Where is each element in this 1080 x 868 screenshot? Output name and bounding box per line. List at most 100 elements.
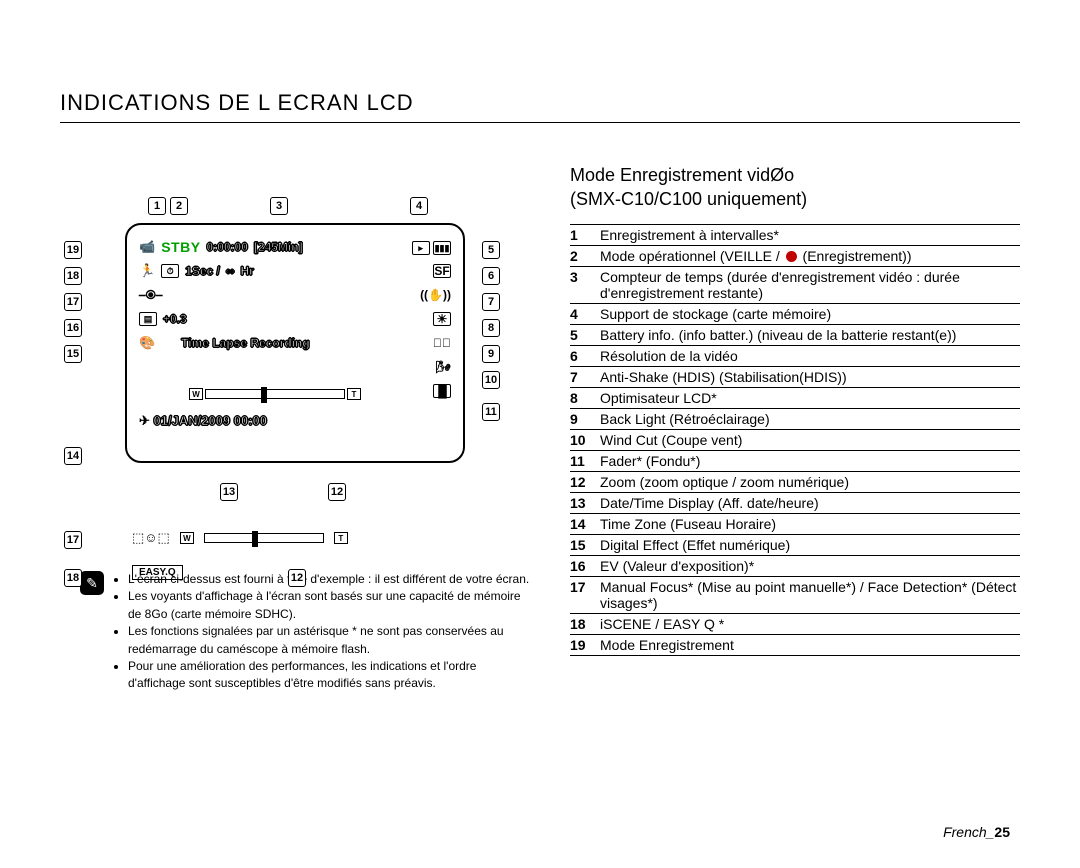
page-title: INDICATIONS DE L ECRAN LCD bbox=[60, 90, 1020, 123]
callout-12: 12 bbox=[328, 483, 346, 501]
legend-num: 6 bbox=[570, 348, 600, 364]
zoom-bar bbox=[205, 389, 345, 399]
zoom-t-2: T bbox=[334, 532, 348, 544]
fader-icon: ▐▌ bbox=[433, 384, 451, 398]
legend-column: Mode Enregistrement vidØo (SMX-C10/C100 … bbox=[570, 163, 1020, 693]
note-icon: ✎ bbox=[80, 571, 104, 595]
legend-text: Mode opérationnel (VEILLE / (Enregistrem… bbox=[600, 248, 1020, 264]
legend-num: 12 bbox=[570, 474, 600, 490]
note-item: Les fonctions signalées par un astérisqu… bbox=[128, 623, 530, 658]
hdis-icon: ((✋)) bbox=[420, 288, 451, 302]
legend-num: 16 bbox=[570, 558, 600, 574]
callout-11: 11 bbox=[482, 403, 500, 421]
legend-num: 10 bbox=[570, 432, 600, 448]
callout-19: 19 bbox=[64, 241, 82, 259]
page-number: French_25 bbox=[943, 824, 1010, 840]
note-item: Les voyants d'affichage à l'écran sont b… bbox=[128, 588, 530, 623]
callout-14: 14 bbox=[64, 447, 82, 465]
timelapse-label: Time Lapse Recording bbox=[181, 336, 309, 350]
legend-item: 16EV (Valeur d'exposition)* bbox=[570, 556, 1020, 577]
legend-item: 1Enregistrement à intervalles* bbox=[570, 225, 1020, 246]
notes-block: ✎ L'écran ci-dessus est fourni à titre d… bbox=[80, 571, 530, 693]
callout-7: 7 bbox=[482, 293, 500, 311]
legend-num: 14 bbox=[570, 516, 600, 532]
stby-label: STBY bbox=[161, 239, 200, 255]
callout-5: 5 bbox=[482, 241, 500, 259]
callout-4: 4 bbox=[410, 197, 428, 215]
legend-text: iSCENE / EASY Q * bbox=[600, 616, 1020, 632]
legend-num: 4 bbox=[570, 306, 600, 322]
legend-text: Manual Focus* (Mise au point manuelle*) … bbox=[600, 579, 1020, 611]
legend-num: 19 bbox=[570, 637, 600, 653]
timezone-icon: ✈ bbox=[139, 413, 150, 429]
subhead-line2: (SMX-C10/C100 uniquement) bbox=[570, 189, 807, 209]
legend-num: 15 bbox=[570, 537, 600, 553]
remain-time: [245Min] bbox=[254, 240, 303, 254]
legend-item: 13Date/Time Display (Aff. date/heure) bbox=[570, 493, 1020, 514]
legend-text: Optimisateur LCD* bbox=[600, 390, 1020, 406]
zoom-bar-2 bbox=[204, 533, 324, 543]
legend-item: 12Zoom (zoom optique / zoom numérique) bbox=[570, 472, 1020, 493]
zoom-t: T bbox=[347, 388, 361, 400]
easyq-label: EASY.Q bbox=[132, 565, 183, 580]
legend-item: 5Battery info. (info batter.) (niveau de… bbox=[570, 325, 1020, 346]
legend-text: Résolution de la vidéo bbox=[600, 348, 1020, 364]
legend-text: Support de stockage (carte mémoire) bbox=[600, 306, 1020, 322]
legend-num: 1 bbox=[570, 227, 600, 243]
legend-text: Time Zone (Fuseau Horaire) bbox=[600, 516, 1020, 532]
legend-text: Back Light (Rétroéclairage) bbox=[600, 411, 1020, 427]
legend-num: 18 bbox=[570, 616, 600, 632]
callout-18: 18 bbox=[64, 267, 82, 285]
notes-list: L'écran ci-dessus est fourni à titre d'e… bbox=[114, 571, 530, 693]
legend-list: 1Enregistrement à intervalles* 2Mode opér… bbox=[570, 225, 1020, 656]
legend-item: 3Compteur de temps (durée d'enregistreme… bbox=[570, 267, 1020, 304]
legend-num: 11 bbox=[570, 453, 600, 469]
effect-icon: 🎨 bbox=[139, 335, 155, 351]
note-item: Pour une amélioration des performances, … bbox=[128, 658, 530, 693]
legend-num: 2 bbox=[570, 248, 600, 264]
callout-2: 2 bbox=[170, 197, 188, 215]
legend-text: Compteur de temps (durée d'enregistremen… bbox=[600, 269, 1020, 301]
legend-item: 18iSCENE / EASY Q * bbox=[570, 614, 1020, 635]
ev-value: +0.3 bbox=[163, 312, 187, 326]
legend-num: 3 bbox=[570, 269, 600, 285]
callout-16: 16 bbox=[64, 319, 82, 337]
infinity-icon: ∞ bbox=[226, 264, 235, 278]
legend-item: 4Support de stockage (carte mémoire) bbox=[570, 304, 1020, 325]
callout-6: 6 bbox=[482, 267, 500, 285]
legend-num: 9 bbox=[570, 411, 600, 427]
legend-text: Mode Enregistrement bbox=[600, 637, 1020, 653]
resolution-icon: SF bbox=[433, 264, 451, 278]
card-icon: ▸ bbox=[412, 241, 430, 255]
windcut-icon: 🌬 bbox=[436, 360, 451, 374]
callout-10: 10 bbox=[482, 371, 500, 389]
focus-icon: ⎯⦿⎯ bbox=[139, 287, 162, 303]
zoom-w-2: W bbox=[180, 532, 194, 544]
legend-item: 9Back Light (Rétroéclairage) bbox=[570, 409, 1020, 430]
legend-text: EV (Valeur d'exposition)* bbox=[600, 558, 1020, 574]
legend-item: 7Anti-Shake (HDIS) (Stabilisation(HDIS)) bbox=[570, 367, 1020, 388]
legend-text: Battery info. (info batter.) (niveau de … bbox=[600, 327, 1020, 343]
camcorder-icon: 📹 bbox=[139, 239, 155, 255]
lcd-diagram-column: 1 2 3 4 5 6 7 8 9 10 11 19 18 17 16 15 1… bbox=[60, 163, 530, 693]
face-detect-icon: ⬚☺⬚ bbox=[132, 530, 170, 546]
battery-icon: ▮▮▮ bbox=[433, 241, 451, 255]
rec-timer: 0:00:00 bbox=[207, 240, 248, 254]
legend-item: 17Manual Focus* (Mise au point manuelle*… bbox=[570, 577, 1020, 614]
callout-18-lower: 18 bbox=[64, 569, 82, 587]
legend-text: Date/Time Display (Aff. date/heure) bbox=[600, 495, 1020, 511]
legend-text: Wind Cut (Coupe vent) bbox=[600, 432, 1020, 448]
callout-15: 15 bbox=[64, 345, 82, 363]
callout-17-lower: 17 bbox=[64, 531, 82, 549]
subhead-line1: Mode Enregistrement vidØo bbox=[570, 165, 794, 185]
lcd-screen: 📹 STBY 0:00:00 [245Min] ▸ ▮▮▮ 🏃 ⏱ 1Sec /… bbox=[125, 223, 465, 463]
zoom-w: W bbox=[189, 388, 203, 400]
legend-text: Fader* (Fondu*) bbox=[600, 453, 1020, 469]
interval-text: 1Sec / bbox=[185, 264, 220, 278]
legend-num: 5 bbox=[570, 327, 600, 343]
callout-1: 1 bbox=[148, 197, 166, 215]
datetime-display: 01/JAN/2009 00:00 bbox=[154, 413, 267, 428]
lcd-enhance-icon: ☀ bbox=[433, 312, 451, 326]
record-dot-icon bbox=[786, 251, 797, 262]
legend-text: Anti-Shake (HDIS) (Stabilisation(HDIS)) bbox=[600, 369, 1020, 385]
